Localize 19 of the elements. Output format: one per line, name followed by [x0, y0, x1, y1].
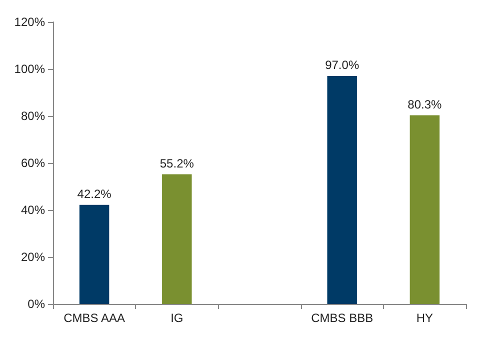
x-tick-label: HY [416, 311, 434, 325]
y-tick-label: 60% [20, 156, 46, 170]
y-tick-label: 100% [14, 62, 46, 76]
bar [162, 174, 192, 304]
data-label: 97.0% [325, 58, 360, 72]
data-label: 55.2% [160, 156, 194, 170]
y-tick-label: 20% [20, 250, 46, 264]
x-tick-label: CMBS AAA [64, 311, 125, 325]
data-label: 42.2% [77, 186, 112, 201]
x-tick-label: CMBS BBB [311, 311, 374, 325]
data-label: 80.3% [408, 97, 442, 112]
y-tick-label: 40% [20, 203, 46, 217]
x-tick-label: IG [170, 311, 184, 325]
bar [410, 115, 440, 304]
y-tick-label: 0% [28, 297, 46, 311]
bar [79, 204, 110, 304]
y-tick-label: 80% [20, 109, 46, 123]
bar [327, 76, 357, 304]
y-tick-label: 120% [14, 15, 46, 29]
